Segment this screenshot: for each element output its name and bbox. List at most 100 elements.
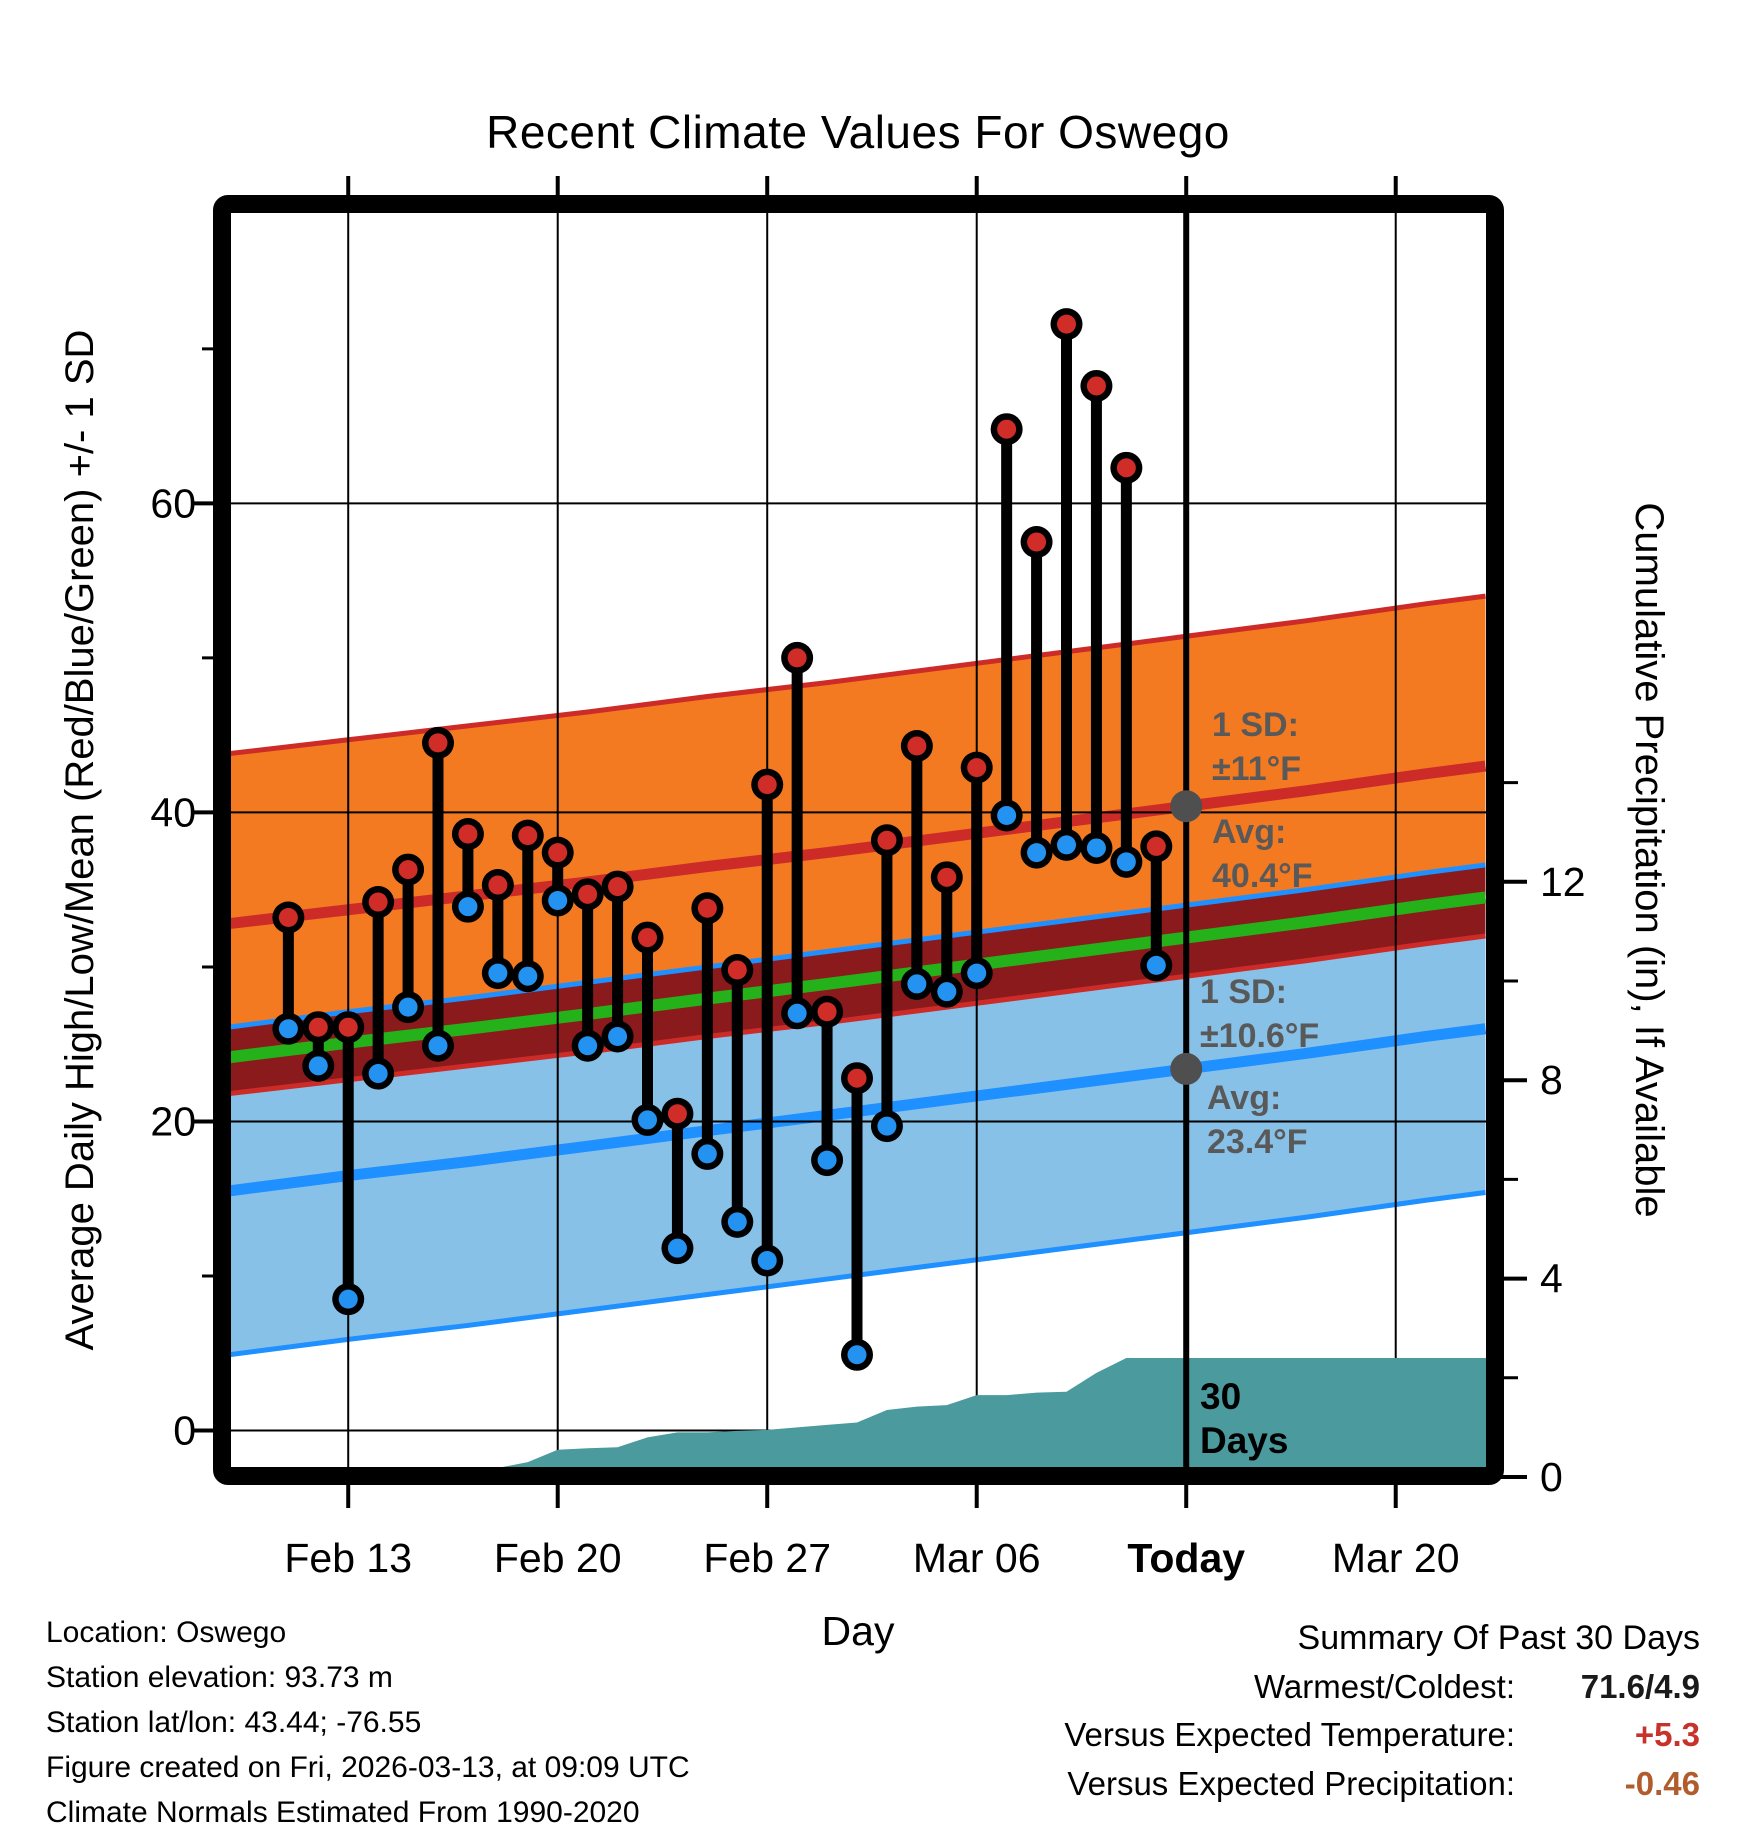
temp-range-day: [1140, 830, 1173, 982]
low-dot: [488, 963, 508, 983]
low-dot: [608, 1026, 628, 1046]
high-dot: [1027, 532, 1047, 552]
low-dot: [727, 1212, 747, 1232]
svg-text:0: 0: [1540, 1454, 1563, 1500]
svg-text:8: 8: [1540, 1057, 1563, 1103]
temp-range-day: [990, 413, 1023, 832]
svg-text:Today: Today: [1127, 1535, 1245, 1581]
temp-range-day: [631, 921, 664, 1136]
temp-range-day: [541, 836, 574, 917]
high-dot: [1146, 836, 1166, 856]
svg-text:4: 4: [1540, 1256, 1563, 1302]
high-dot: [278, 907, 298, 927]
temp-range-day: [1110, 451, 1143, 878]
low-dot: [368, 1064, 388, 1084]
high-dot: [608, 877, 628, 897]
low-dot: [967, 963, 987, 983]
low-dot: [578, 1036, 598, 1056]
low-dot: [338, 1289, 358, 1309]
temp-range-day: [960, 751, 993, 990]
temp-range-day: [900, 729, 933, 1000]
summary-label: Warmest/Coldest:: [1253, 1667, 1515, 1705]
high-dot: [727, 960, 747, 980]
high-dot: [1086, 376, 1106, 396]
high-dot: [548, 843, 568, 863]
high-dot: [368, 892, 388, 912]
temp-range-day: [691, 892, 724, 1170]
temp-range-day: [451, 818, 484, 923]
temp-range-day: [392, 853, 425, 1024]
station-latlon: Station lat/lon: 43.44; -76.55: [46, 1706, 422, 1739]
temp-range-day: [781, 641, 814, 1030]
high-dot: [518, 826, 538, 846]
svg-text:Feb 27: Feb 27: [703, 1535, 831, 1581]
high-dot: [1057, 314, 1077, 334]
summary-label: Versus Expected Temperature:: [1064, 1716, 1515, 1753]
today-high-normal-marker: [1170, 790, 1203, 823]
temp-range-day: [661, 1097, 694, 1265]
high-dot: [488, 875, 508, 895]
temp-range-day: [362, 886, 395, 1090]
svg-text:60: 60: [150, 480, 196, 526]
temp-range-day: [841, 1062, 874, 1371]
low-dot: [877, 1116, 897, 1136]
temp-range-day: [571, 878, 604, 1062]
high-dot: [458, 824, 478, 844]
temp-range-day: [272, 901, 305, 1045]
svg-text:Avg:: Avg:: [1207, 1079, 1281, 1117]
high-dot: [907, 736, 927, 756]
y-axis-label-left: Average Daily High/Low/Mean (Red/Blue/Gr…: [58, 329, 102, 1351]
summary-value-1: +5.3: [1634, 1716, 1700, 1753]
station-info: Location: Oswego Station elevation: 93.7…: [46, 1610, 690, 1828]
station-location: Location: Oswego: [46, 1616, 287, 1649]
low-dot: [428, 1036, 448, 1056]
svg-text:0: 0: [173, 1408, 196, 1454]
temp-range-day: [1050, 308, 1083, 861]
temp-range-day: [870, 824, 903, 1143]
station-elevation: Station elevation: 93.73 m: [46, 1661, 393, 1694]
low-dot: [458, 897, 478, 917]
summary-row-vs-temperature: Versus Expected Temperature: +5.3: [820, 1711, 1700, 1760]
low-dot: [398, 997, 418, 1017]
summary-row-vs-precipitation: Versus Expected Precipitation: -0.46: [820, 1760, 1700, 1809]
high-dot: [967, 758, 987, 778]
high-dot: [997, 419, 1017, 439]
high-dot: [398, 860, 418, 880]
svg-text:Feb 20: Feb 20: [494, 1535, 622, 1581]
svg-text:12: 12: [1540, 859, 1586, 905]
high-dot: [847, 1068, 867, 1088]
svg-text:30: 30: [1200, 1376, 1241, 1417]
high-dot: [308, 1017, 328, 1037]
high-dot: [877, 830, 897, 850]
low-dot: [787, 1003, 807, 1023]
temp-range-day: [1020, 526, 1053, 869]
temp-range-day: [811, 995, 844, 1177]
x-axis-label: Day: [821, 1608, 895, 1654]
chart-title: Recent Climate Values For Oswego: [486, 106, 1230, 158]
svg-text:Mar 06: Mar 06: [913, 1535, 1041, 1581]
low-dot: [1086, 838, 1106, 858]
svg-text:1 SD:: 1 SD:: [1212, 706, 1299, 744]
plot-area: 1 SD: ±11°F Avg: 40.4°F 1 SD: ±10.6°F Avg: 23.4…: [230, 212, 1487, 1468]
temp-range-day: [751, 768, 784, 1277]
svg-text:23.4°F: 23.4°F: [1207, 1123, 1308, 1161]
high-dot: [667, 1104, 687, 1124]
low-dot: [1027, 843, 1047, 863]
low-dot: [548, 890, 568, 910]
high-dot: [817, 1002, 837, 1022]
low-dot: [1116, 852, 1136, 872]
summary-label: Versus Expected Precipitation:: [1067, 1764, 1515, 1802]
temp-range-day: [332, 1011, 365, 1316]
temp-range-day: [422, 726, 455, 1062]
low-dot: [697, 1144, 717, 1164]
low-dot: [1057, 835, 1077, 855]
svg-text:Mar 20: Mar 20: [1332, 1535, 1460, 1581]
svg-text:40.4°F: 40.4°F: [1212, 857, 1313, 895]
summary-panel: Summary Of Past 30 Days Warmest/Coldest:…: [820, 1614, 1700, 1808]
high-dot: [638, 928, 658, 948]
summary-title: Summary Of Past 30 Days: [1297, 1619, 1700, 1657]
low-dot: [817, 1150, 837, 1170]
high-dot: [1116, 458, 1136, 478]
